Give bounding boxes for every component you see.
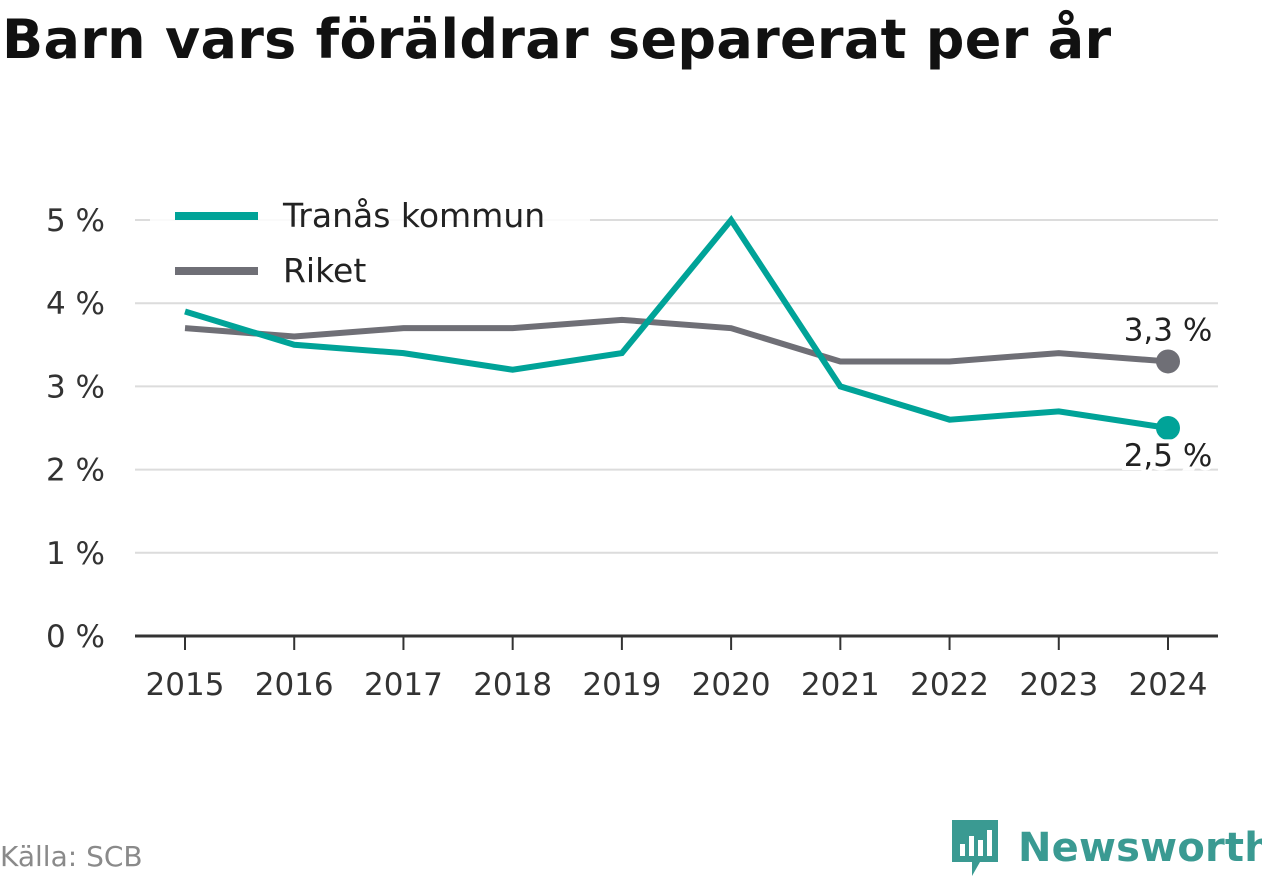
x-tick-label: 2020 <box>692 667 771 703</box>
legend-background <box>150 188 590 300</box>
x-tick-label: 2024 <box>1129 667 1208 703</box>
x-tick-label: 2023 <box>1019 667 1098 703</box>
x-tick-label: 2022 <box>910 667 989 703</box>
series-line-riket <box>184 316 1169 365</box>
y-tick-label: 5 % <box>46 203 105 239</box>
legend-label-riket: Riket <box>283 251 366 290</box>
end-label-tranas: 2,5 % <box>1124 438 1213 474</box>
chart-title: Barn vars föräldrar separerat per år <box>2 8 1112 71</box>
brand-logo: Newsworthy <box>950 818 1262 878</box>
series-line-tranas <box>184 214 1169 431</box>
x-tick-label: 2016 <box>255 667 334 703</box>
end-label-riket: 3,3 % <box>1124 312 1213 348</box>
axes: 0 % 1 % 2 % 3 % 4 % 5 % 2015 2016 2017 2018 2019 20… <box>46 203 1218 703</box>
source-note: Källa: SCB <box>0 840 143 873</box>
newsworthy-logo-icon <box>952 820 998 876</box>
x-tick-label: 2018 <box>473 667 552 703</box>
line-chart: 0 % 1 % 2 % 3 % 4 % 5 % 2015 2016 2017 2018 2019 20… <box>45 188 1218 703</box>
x-tick-label: 2021 <box>801 667 880 703</box>
end-labels: 2,5 %2,5 %3,3 %3,3 % <box>1120 308 1217 478</box>
legend-label-tranas: Tranås kommun <box>282 196 545 235</box>
x-tick-label: 2015 <box>146 667 225 703</box>
end-label-riket-halo: 3,3 % <box>1124 312 1213 348</box>
y-tick-label: 0 % <box>46 619 105 655</box>
y-tick-label: 3 % <box>46 369 105 405</box>
brand-name: Newsworthy <box>1018 825 1262 871</box>
y-tick-label: 2 % <box>46 453 105 489</box>
series-end-point-riket <box>1156 349 1180 374</box>
series-lines <box>184 214 1180 440</box>
gridlines <box>135 219 1218 554</box>
series-end-point-tranas <box>1156 416 1180 440</box>
x-tick-label: 2017 <box>364 667 443 703</box>
end-label-tranas-halo: 2,5 % <box>1124 438 1213 474</box>
x-tick-label: 2019 <box>582 667 661 703</box>
legend: Tranås kommun Riket <box>150 188 590 300</box>
y-tick-label: 4 % <box>46 286 105 322</box>
y-tick-label: 1 % <box>46 536 105 572</box>
